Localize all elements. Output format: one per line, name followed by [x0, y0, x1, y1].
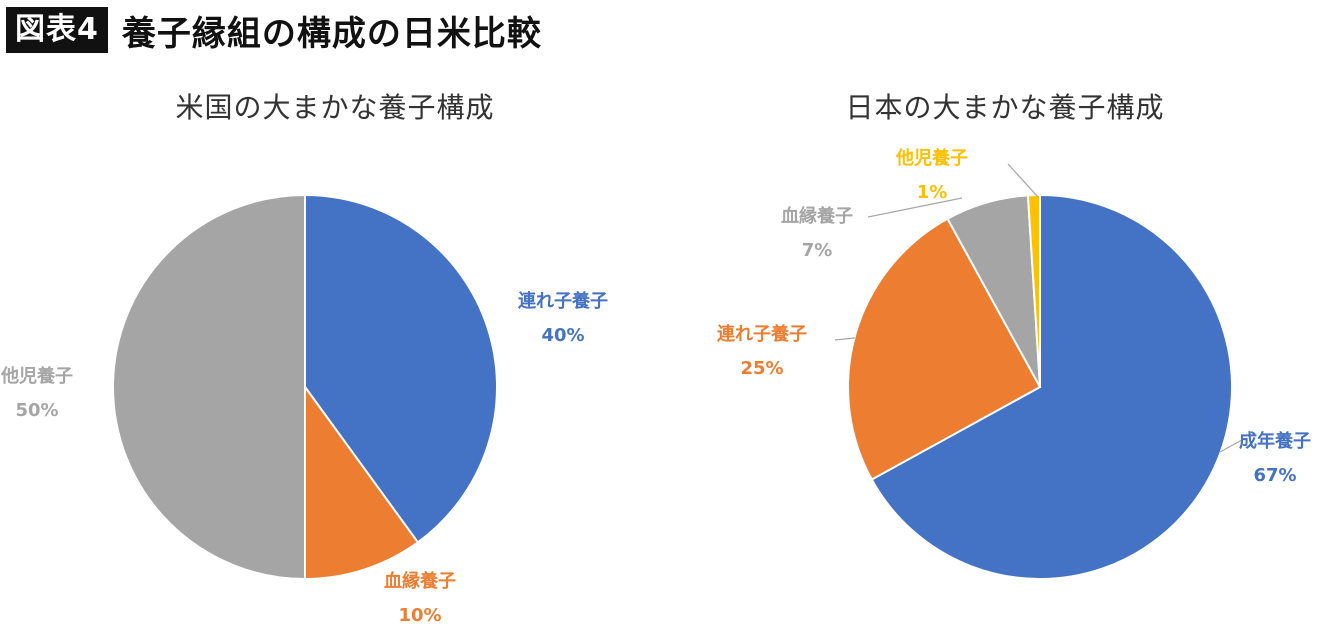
pie-slice — [304, 383, 420, 581]
leader-line — [834, 337, 856, 341]
slice-name: 他児養子 — [1, 366, 73, 387]
japan-pie-chart: 日本の大まかな養子構成 成年養子 67% 連れ子養子 25% 血縁養子 7% 他児養子 1% — [670, 80, 1340, 630]
pie-slice — [304, 193, 498, 544]
slice-label: 他児養子 1% — [896, 142, 968, 210]
slice-label: 血縁養子 7% — [781, 200, 853, 268]
leader-line — [1219, 439, 1243, 453]
slice-name: 連れ子養子 — [518, 291, 608, 312]
slice-percent: 1% — [916, 182, 948, 203]
figure-title: 養子縁組の構成の日米比較 — [121, 13, 542, 54]
leader-line — [867, 197, 963, 218]
slice-name: 他児養子 — [896, 148, 968, 169]
slice-name: 連れ子養子 — [717, 324, 807, 345]
us-pie-chart: 米国の大まかな養子構成 連れ子養子 40% 血縁養子 10% 他児養子 50% — [0, 80, 670, 630]
slice-percent: 67% — [1253, 465, 1297, 486]
pie-slice — [870, 193, 1233, 580]
pie-slice — [112, 193, 306, 581]
slice-percent: 50% — [15, 400, 59, 421]
slice-label: 連れ子養子 40% — [518, 285, 608, 353]
slice-percent: 25% — [740, 358, 784, 379]
slice-percent: 40% — [541, 325, 585, 346]
figure-header: 図表4 養子縁組の構成の日米比較 — [6, 6, 542, 54]
slice-label: 他児養子 50% — [1, 360, 73, 428]
slice-label: 連れ子養子 25% — [717, 318, 807, 386]
slice-name: 血縁養子 — [384, 571, 456, 592]
leader-line — [1007, 163, 1039, 198]
slice-name: 成年養子 — [1239, 431, 1311, 452]
japan-pie-svg — [834, 163, 1243, 580]
slice-percent: 7% — [801, 240, 833, 261]
figure-tag: 図表4 — [6, 7, 108, 53]
us-pie-svg — [112, 193, 498, 581]
slice-label: 血縁養子 10% — [384, 565, 456, 633]
us-chart-title: 米国の大まかな養子構成 — [175, 91, 495, 124]
pie-slice — [1026, 193, 1041, 388]
slice-percent: 10% — [398, 605, 442, 626]
slice-name: 血縁養子 — [781, 206, 853, 227]
pie-slice — [847, 217, 1042, 481]
japan-chart-title: 日本の大まかな養子構成 — [845, 91, 1165, 124]
slice-label: 成年養子 67% — [1239, 425, 1311, 493]
